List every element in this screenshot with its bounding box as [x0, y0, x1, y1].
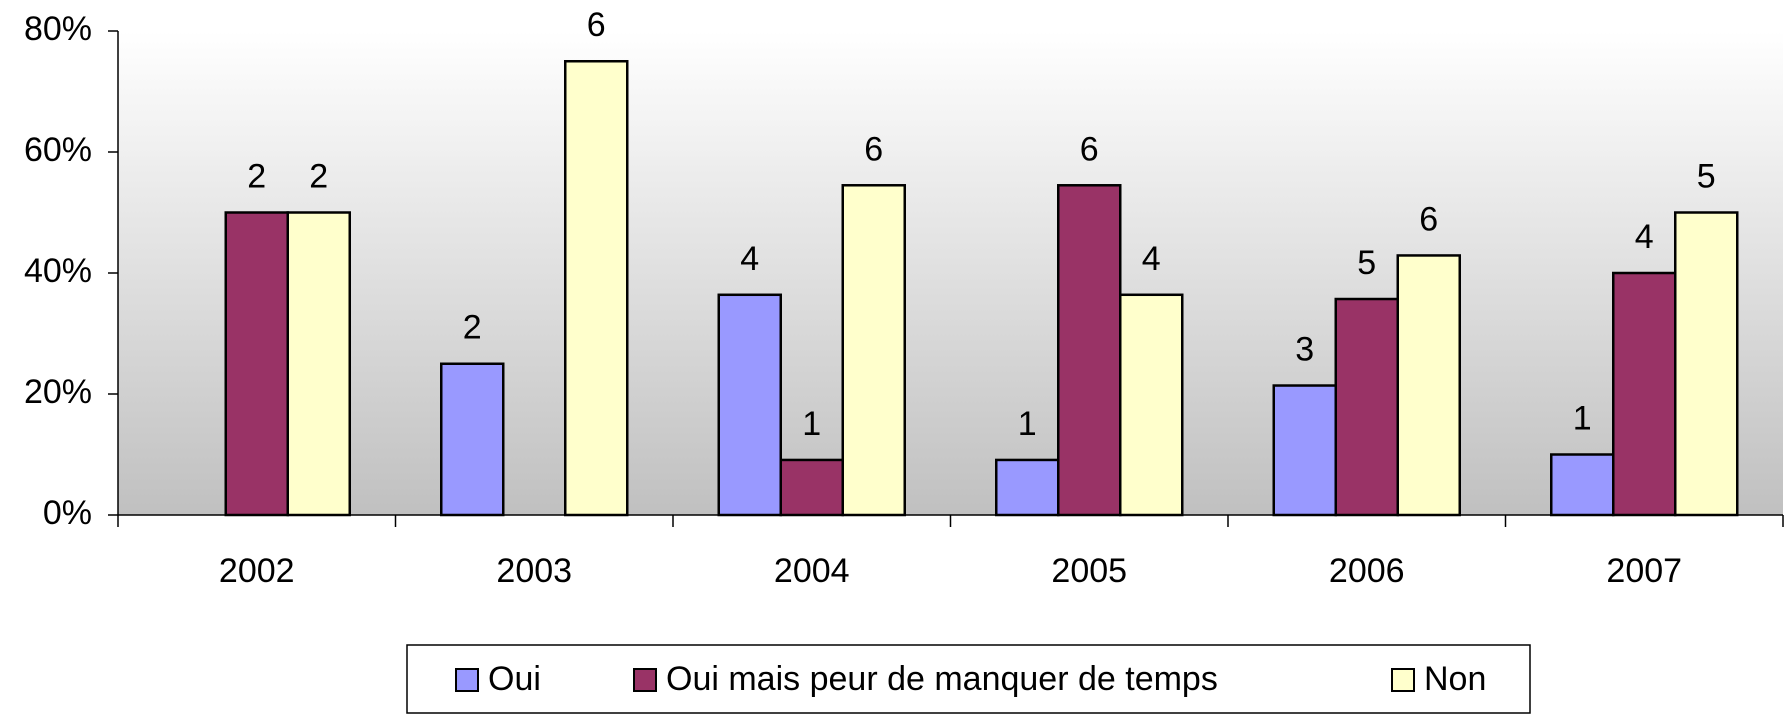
legend-box — [406, 644, 1531, 714]
y-tick-label: 40% — [24, 252, 92, 290]
bar — [440, 362, 505, 517]
data-label: 1 — [1018, 405, 1037, 443]
legend-swatch — [1391, 668, 1415, 692]
plot-area — [118, 31, 1783, 515]
bar — [286, 211, 351, 517]
y-tick-label: 60% — [24, 131, 92, 169]
data-label: 6 — [587, 6, 606, 44]
y-tick-label: 20% — [24, 373, 92, 411]
data-label: 1 — [802, 405, 821, 443]
bar — [841, 184, 906, 517]
x-tick-label: 2003 — [496, 552, 572, 590]
bar — [717, 293, 782, 517]
bar — [1550, 453, 1615, 517]
legend-swatch — [633, 668, 657, 692]
bar — [1334, 297, 1399, 517]
x-tick-label: 2004 — [774, 552, 850, 590]
y-tick-label: 80% — [24, 10, 92, 48]
bar — [224, 211, 289, 517]
data-label: 6 — [1080, 130, 1099, 168]
bar — [1674, 211, 1739, 517]
y-tick-label: 0% — [43, 494, 92, 532]
data-label: 6 — [1419, 200, 1438, 238]
data-label: 4 — [1635, 218, 1654, 256]
data-label: 1 — [1573, 399, 1592, 437]
x-tick-label: 2005 — [1051, 552, 1127, 590]
data-label: 2 — [463, 309, 482, 347]
bar — [564, 60, 629, 517]
data-label: 4 — [740, 240, 759, 278]
data-label: 4 — [1142, 240, 1161, 278]
bar — [1119, 293, 1184, 517]
data-label: 2 — [247, 157, 266, 195]
bar — [779, 458, 844, 517]
data-label: 5 — [1697, 157, 1716, 195]
bar — [1272, 384, 1337, 517]
legend-label: Non — [1424, 660, 1486, 698]
legend-swatch — [455, 668, 479, 692]
data-label: 3 — [1295, 331, 1314, 369]
bar — [1057, 184, 1122, 517]
x-tick-label: 2007 — [1606, 552, 1682, 590]
bar — [1396, 254, 1461, 517]
legend-label: Oui mais peur de manquer de temps — [666, 660, 1218, 698]
x-tick-label: 2002 — [219, 552, 295, 590]
data-label: 5 — [1357, 244, 1376, 282]
bar — [1612, 271, 1677, 517]
data-label: 6 — [864, 130, 883, 168]
bar — [995, 458, 1060, 517]
x-tick-label: 2006 — [1329, 552, 1405, 590]
legend-label: Oui — [488, 660, 541, 698]
data-label: 2 — [309, 157, 328, 195]
